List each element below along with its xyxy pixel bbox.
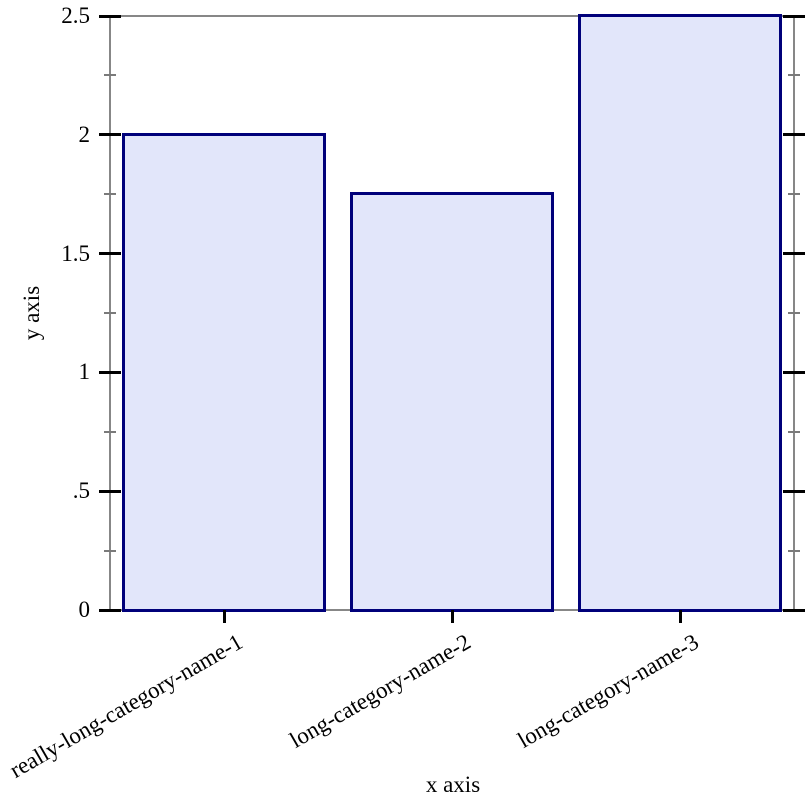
y-major-tick-right xyxy=(783,608,805,612)
y-major-tick xyxy=(99,370,121,374)
y-axis-title: y axis xyxy=(19,285,44,341)
x-category-label: really-long-category-name-1 xyxy=(5,629,247,783)
bar xyxy=(350,192,554,612)
y-minor-tick xyxy=(104,74,116,77)
y-tick-label: 1.5 xyxy=(61,240,90,266)
y-tick-label: 1 xyxy=(78,359,91,385)
x-major-tick xyxy=(678,610,682,623)
y-major-tick-right xyxy=(783,252,805,256)
y-minor-tick-right xyxy=(788,312,800,314)
y-minor-tick xyxy=(104,312,116,314)
y-major-tick-right xyxy=(783,14,805,18)
y-tick-label: 2.5 xyxy=(61,3,90,28)
y-minor-tick-right xyxy=(788,430,800,433)
y-minor-tick xyxy=(104,193,116,196)
y-major-tick-right xyxy=(783,370,805,374)
x-major-tick xyxy=(450,610,454,623)
x-major-tick xyxy=(222,610,226,623)
y-minor-tick-right xyxy=(788,193,800,196)
y-major-tick xyxy=(99,133,121,137)
x-category-label: long-category-name-2 xyxy=(285,629,475,753)
y-minor-tick-right xyxy=(788,74,800,77)
y-minor-tick-right xyxy=(788,549,800,552)
y-tick-label: .5 xyxy=(72,478,90,504)
y-tick-label: 2 xyxy=(78,121,91,147)
y-minor-tick xyxy=(104,549,116,552)
y-major-tick-right xyxy=(783,133,805,137)
bar xyxy=(122,132,326,612)
y-major-tick xyxy=(99,14,121,18)
y-minor-tick xyxy=(104,430,116,433)
x-category-label: long-category-name-3 xyxy=(513,629,703,753)
y-major-tick xyxy=(99,489,121,493)
y-tick-label: 0 xyxy=(78,597,91,622)
bar xyxy=(578,14,782,612)
x-axis-title: x axis xyxy=(425,772,481,797)
y-major-tick xyxy=(99,608,121,612)
top-border-line xyxy=(109,15,795,17)
y-major-tick-right xyxy=(783,489,805,493)
y-major-tick xyxy=(99,252,121,256)
